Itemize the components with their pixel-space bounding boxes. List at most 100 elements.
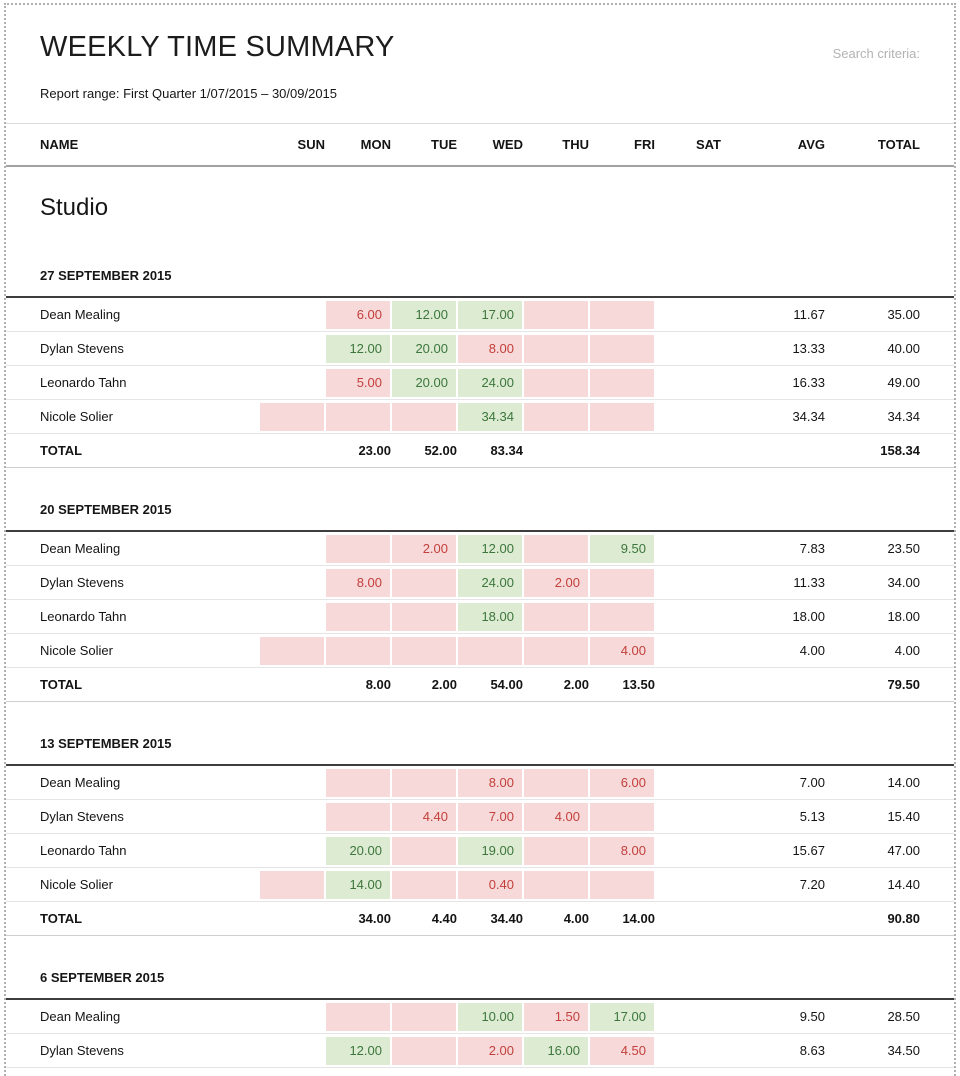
day-cell — [259, 298, 325, 331]
day-total-value: 83.34 — [490, 443, 523, 458]
day-cell — [655, 766, 721, 799]
hours-chip: 24.00 — [458, 568, 522, 597]
person-name: Dean Mealing — [40, 775, 121, 790]
day-cell — [589, 298, 655, 331]
search-criteria-label: Search criteria: — [832, 46, 920, 61]
total-value: 18.00 — [887, 609, 920, 624]
week-date-heading: 6 SEPTEMBER 2015 — [40, 970, 165, 985]
day-total-value: 23.00 — [358, 443, 391, 458]
hours-chip — [524, 334, 588, 363]
column-header-name: NAME — [40, 137, 79, 152]
hours-chip — [260, 870, 324, 899]
week-total-row: TOTAL 23.00 52.00 83.34 158.34 — [6, 434, 954, 468]
total-value: 47.00 — [887, 843, 920, 858]
hours-chip: 10.00 — [458, 1002, 522, 1031]
hours-chip — [326, 802, 390, 831]
day-cell — [259, 600, 325, 633]
day-cell: 12.00 — [457, 532, 523, 565]
hours-chip: 8.00 — [458, 334, 522, 363]
hours-chip: 8.00 — [326, 568, 390, 597]
day-cell: 2.00 — [457, 1034, 523, 1067]
person-name: Nicole Solier — [40, 877, 113, 892]
day-cell — [655, 366, 721, 399]
hours-chip — [260, 636, 324, 665]
hours-chip: 4.00 — [590, 636, 654, 665]
day-cell — [325, 1000, 391, 1033]
day-total-value: 8.00 — [365, 677, 391, 692]
avg-value: 13.33 — [792, 341, 825, 356]
day-total-value: 54.00 — [490, 677, 523, 692]
day-cell: 9.50 — [589, 532, 655, 565]
week-grand-total: 90.80 — [887, 911, 920, 926]
week-section: 20 SEPTEMBER 2015 Dean Mealing 2.00 12.00 9.… — [6, 502, 954, 702]
week-date-heading: 27 SEPTEMBER 2015 — [40, 268, 172, 283]
report-header: WEEKLY TIME SUMMARY Search criteria: Rep… — [40, 31, 920, 101]
day-cell — [259, 634, 325, 667]
total-value: 34.34 — [887, 409, 920, 424]
hours-chip — [524, 870, 588, 899]
total-value: 14.40 — [887, 877, 920, 892]
day-cell: 24.00 — [457, 366, 523, 399]
hours-chip: 9.50 — [590, 534, 654, 563]
table-header-row: NAME SUN MON TUE WED THU FRI SAT AVG TOTAL — [6, 124, 954, 167]
hours-chip — [326, 636, 390, 665]
day-cell: 20.00 — [391, 332, 457, 365]
person-name: Leonardo Tahn — [40, 843, 127, 858]
day-cell — [589, 566, 655, 599]
avg-value: 8.63 — [799, 1043, 825, 1058]
avg-value: 18.00 — [792, 609, 825, 624]
person-name: Leonardo Tahn — [40, 609, 127, 624]
day-cell — [259, 532, 325, 565]
day-cell: 12.00 — [391, 298, 457, 331]
day-total-value: 4.40 — [431, 911, 457, 926]
day-cell — [589, 800, 655, 833]
day-cell — [259, 366, 325, 399]
day-total-value: 2.00 — [431, 677, 457, 692]
day-cell — [523, 868, 589, 901]
day-cell — [655, 298, 721, 331]
hours-chip — [590, 334, 654, 363]
week-section: 27 SEPTEMBER 2015 Dean Mealing 6.00 12.00 17… — [6, 268, 954, 468]
day-cell: 1.50 — [523, 1000, 589, 1033]
day-cell: 16.00 — [523, 1034, 589, 1067]
table-row: Dylan Stevens 12.00 20.00 8.00 13.33 40.00 — [6, 332, 954, 366]
week-table: Dean Mealing 8.00 6.00 7.00 14.00 Dylan Steve… — [6, 764, 954, 936]
day-total-value: 14.00 — [622, 911, 655, 926]
avg-value: 7.20 — [799, 877, 825, 892]
total-value: 28.50 — [887, 1009, 920, 1024]
hours-chip: 34.34 — [458, 402, 522, 431]
hours-chip — [326, 402, 390, 431]
day-cell — [391, 1000, 457, 1033]
hours-chip: 20.00 — [392, 334, 456, 363]
day-cell: 4.00 — [589, 634, 655, 667]
day-cell — [655, 566, 721, 599]
hours-chip: 1.50 — [524, 1002, 588, 1031]
day-cell — [259, 800, 325, 833]
day-cell: 6.00 — [589, 766, 655, 799]
day-cell: 7.00 — [457, 800, 523, 833]
person-name: Dylan Stevens — [40, 341, 124, 356]
day-cell — [391, 634, 457, 667]
hours-chip — [524, 602, 588, 631]
hours-chip: 8.00 — [590, 836, 654, 865]
day-total-value: 34.40 — [490, 911, 523, 926]
day-cell — [391, 834, 457, 867]
day-cell — [259, 1034, 325, 1067]
hours-chip: 18.00 — [458, 602, 522, 631]
day-cell — [523, 366, 589, 399]
person-name: Dean Mealing — [40, 307, 121, 322]
hours-chip — [590, 402, 654, 431]
day-total-value: 2.00 — [563, 677, 589, 692]
table-row: Dylan Stevens 12.00 2.00 16.00 4.50 8.63 34.50 — [6, 1034, 954, 1068]
day-cell — [523, 332, 589, 365]
column-header-sat: SAT — [695, 137, 721, 152]
day-cell — [259, 1000, 325, 1033]
day-cell: 2.00 — [391, 532, 457, 565]
hours-chip: 2.00 — [458, 1036, 522, 1065]
column-header-total: TOTAL — [877, 137, 920, 152]
day-cell — [655, 1034, 721, 1067]
day-cell — [325, 532, 391, 565]
day-cell: 24.00 — [457, 566, 523, 599]
hours-chip: 12.00 — [326, 1036, 390, 1065]
day-cell — [523, 532, 589, 565]
